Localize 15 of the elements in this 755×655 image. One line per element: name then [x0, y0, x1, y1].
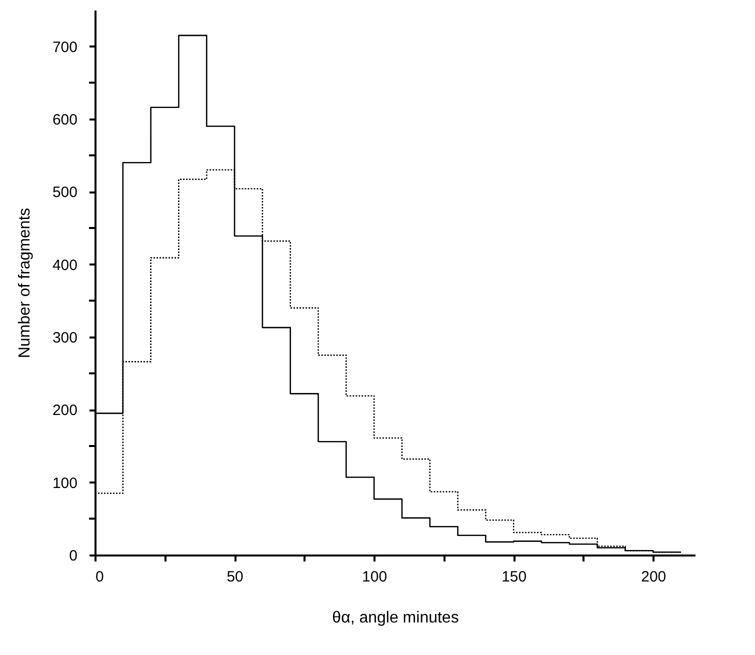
- x-tick-label: 50: [226, 568, 244, 586]
- y-tick-label: 0: [69, 548, 78, 564]
- y-tick-label: 500: [52, 184, 78, 202]
- x-tick-label: 150: [502, 568, 527, 586]
- y-axis-title: Number of fragments: [16, 208, 34, 358]
- x-tick-label: 200: [641, 568, 666, 586]
- y-tick-label: 400: [52, 256, 78, 274]
- y-tick-label: 700: [52, 38, 78, 56]
- x-axis-title: θα, angle minutes: [332, 610, 459, 626]
- y-tick-label: 200: [52, 402, 78, 420]
- y-tick-label: 300: [52, 330, 78, 346]
- y-tick-label: 600: [52, 112, 78, 128]
- x-tick-label: 0: [96, 568, 104, 586]
- x-tick-label: 100: [362, 568, 388, 586]
- y-tick-label: 100: [52, 474, 78, 492]
